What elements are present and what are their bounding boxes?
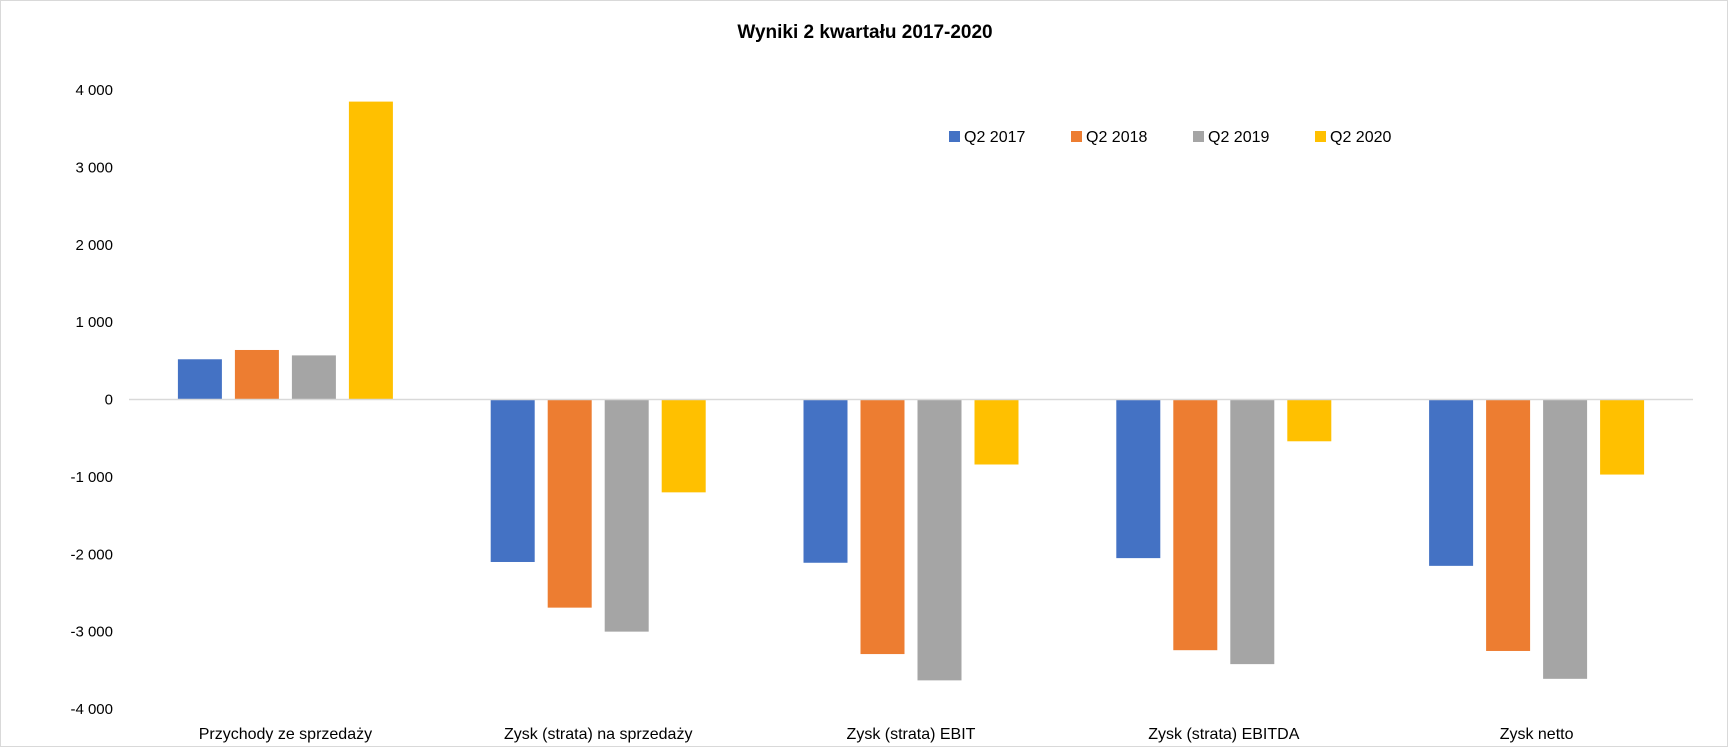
bar-q2-2018 bbox=[1486, 399, 1531, 651]
category-label: Zysk (strata) EBIT bbox=[847, 726, 976, 743]
bar-q2-2017 bbox=[803, 399, 848, 563]
y-tick-label: 3 000 bbox=[75, 159, 113, 176]
category-label: Zysk (strata) na sprzedaży bbox=[504, 726, 693, 743]
legend: Q2 2017 Q2 2018 Q2 2019 Q2 2020 bbox=[949, 129, 1391, 146]
chart-title: Wyniki 2 kwartału 2017-2020 bbox=[737, 22, 992, 43]
y-tick-label: -2 000 bbox=[70, 546, 113, 563]
bar-q2-2017 bbox=[177, 359, 222, 400]
bar-q2-2020 bbox=[974, 399, 1019, 465]
bar-q2-2019 bbox=[1543, 399, 1588, 679]
category-label: Zysk netto bbox=[1500, 726, 1574, 743]
y-tick-label: 2 000 bbox=[75, 237, 113, 254]
legend-swatch bbox=[1315, 131, 1326, 142]
bar-q2-2017 bbox=[1116, 399, 1161, 559]
x-axis: Przychody ze sprzedaży Zysk (strata) na s… bbox=[199, 726, 1574, 743]
y-tick-label: -4 000 bbox=[70, 701, 113, 718]
bar-q2-2020 bbox=[348, 101, 393, 400]
y-tick-label: -1 000 bbox=[70, 469, 113, 486]
bar-q2-2019 bbox=[917, 399, 962, 681]
y-tick-label: 4 000 bbox=[75, 82, 113, 99]
legend-label: Q2 2018 bbox=[1086, 129, 1147, 146]
bar-q2-2019 bbox=[1230, 399, 1275, 665]
bar-q2-2018 bbox=[1173, 399, 1218, 651]
bar-q2-2020 bbox=[661, 399, 706, 493]
bar-q2-2018 bbox=[234, 349, 279, 400]
legend-label: Q2 2019 bbox=[1208, 129, 1269, 146]
bar-q2-2017 bbox=[1429, 399, 1474, 566]
bar-q2-2017 bbox=[490, 399, 535, 562]
category-label: Zysk (strata) EBITDA bbox=[1148, 726, 1299, 743]
y-tick-label: -3 000 bbox=[70, 624, 113, 641]
bar-q2-2019 bbox=[291, 355, 336, 400]
bar-q2-2019 bbox=[604, 399, 649, 632]
y-tick-label: 0 bbox=[105, 392, 113, 409]
bar-q2-2020 bbox=[1600, 399, 1645, 475]
legend-label: Q2 2020 bbox=[1330, 129, 1391, 146]
bar-q2-2018 bbox=[547, 399, 592, 608]
legend-swatch bbox=[1193, 131, 1204, 142]
legend-swatch bbox=[1071, 131, 1082, 142]
legend-label: Q2 2017 bbox=[964, 129, 1025, 146]
category-label: Przychody ze sprzedaży bbox=[199, 726, 372, 743]
bar-q2-2020 bbox=[1287, 399, 1332, 442]
y-axis: 4 000 3 000 2 000 1 000 0 -1 000 -2 000 -3 000 -… bbox=[70, 82, 113, 718]
legend-swatch bbox=[949, 131, 960, 142]
bar-q2-2018 bbox=[860, 399, 905, 655]
y-tick-label: 1 000 bbox=[75, 314, 113, 331]
bars bbox=[177, 101, 1645, 681]
